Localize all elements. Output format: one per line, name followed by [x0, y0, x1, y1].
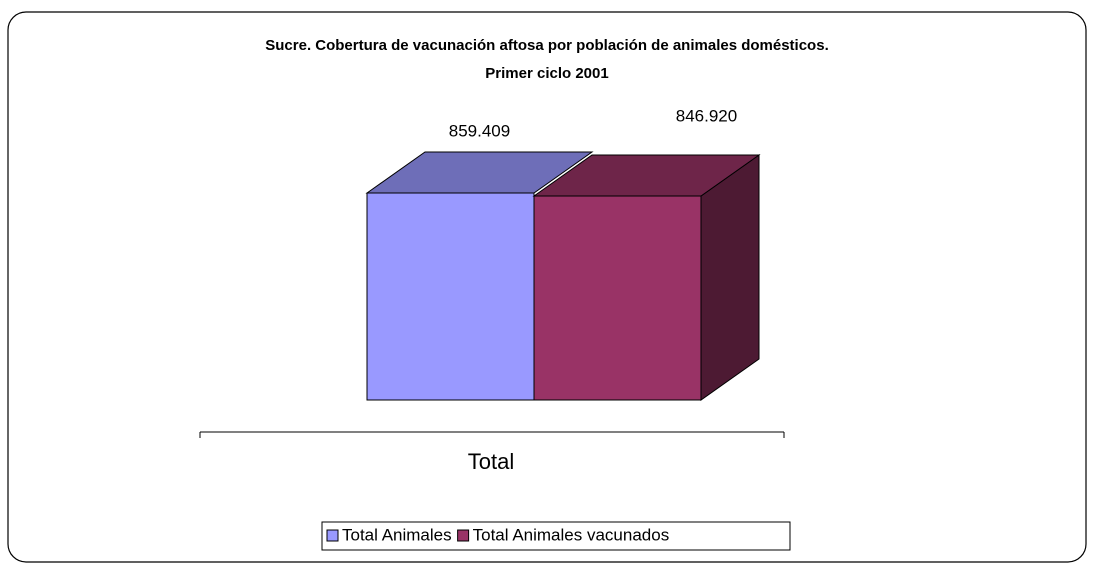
value-label: 846.920 [676, 106, 737, 125]
legend-swatch [326, 529, 339, 542]
legend-label: Total Animales vacunados [473, 525, 670, 544]
value-label: 859.409 [449, 121, 510, 140]
bar [533, 195, 702, 401]
chart-subtitle: Primer ciclo 2001 [485, 65, 608, 82]
x-tick-label: Total [468, 449, 514, 474]
legend-swatch [457, 529, 470, 542]
legend [321, 521, 791, 551]
legend-label: Total Animales [342, 525, 452, 544]
bar-side [700, 154, 760, 401]
bar [366, 192, 535, 401]
chart-title: Sucre. Cobertura de vacunación aftosa po… [265, 37, 828, 54]
